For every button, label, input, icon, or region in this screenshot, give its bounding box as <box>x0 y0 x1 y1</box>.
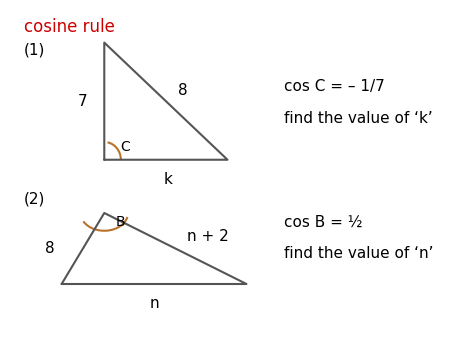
Text: k: k <box>164 172 173 187</box>
Text: find the value of ‘n’: find the value of ‘n’ <box>284 246 434 261</box>
Text: 8: 8 <box>178 83 187 98</box>
Text: n: n <box>149 296 159 311</box>
Text: find the value of ‘k’: find the value of ‘k’ <box>284 111 433 126</box>
Text: C: C <box>121 140 130 154</box>
Text: cos B = ½: cos B = ½ <box>284 214 363 229</box>
Text: B: B <box>116 215 126 229</box>
Text: (1): (1) <box>24 43 45 58</box>
Text: (2): (2) <box>24 192 45 207</box>
Text: 7: 7 <box>78 94 88 109</box>
Text: cosine rule: cosine rule <box>24 18 115 36</box>
Text: n + 2: n + 2 <box>187 229 229 244</box>
Text: 8: 8 <box>45 241 55 256</box>
Text: cos C = – 1/7: cos C = – 1/7 <box>284 80 385 94</box>
